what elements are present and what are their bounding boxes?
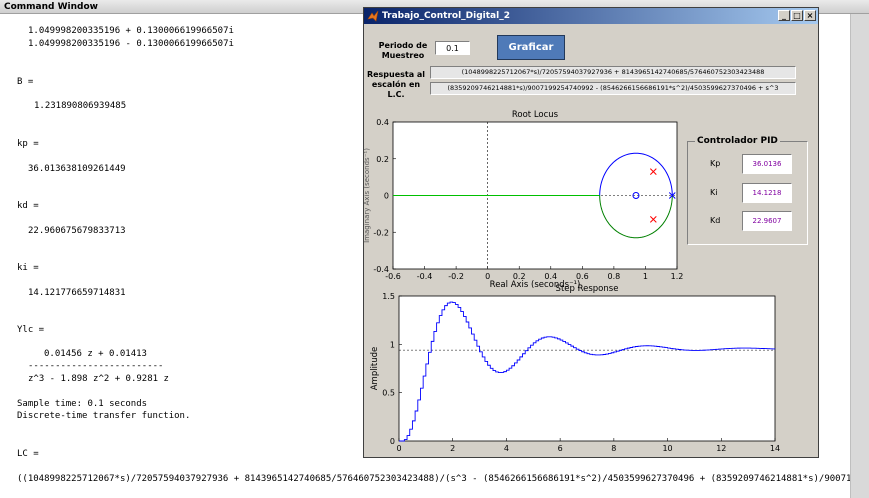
root-locus-x-tick-label: 0: [485, 272, 490, 281]
cmd-var-kd: kd =: [17, 201, 39, 211]
ki-label: Ki: [710, 188, 718, 197]
kp-value-field[interactable]: 36.0136: [742, 154, 792, 174]
step-response-x-tick-label: 6: [558, 444, 563, 453]
step-response-curve: [399, 301, 776, 442]
step-response-x-tick-label: 2: [450, 444, 455, 453]
root-locus-y-tick-label: -0.4: [373, 265, 389, 274]
root-locus-y-tick-label: 0.2: [376, 155, 389, 164]
cmd-root-2: 1.049998200335196 - 0.130006619966507i: [28, 39, 234, 49]
figure-titlebar[interactable]: Trabajo_Control_Digital_2 _ □ ×: [364, 8, 818, 24]
cmd-ylc-denominator: z^3 - 1.898 z^2 + 0.9281 z: [28, 374, 169, 384]
ki-value-field[interactable]: 14.1218: [742, 183, 792, 203]
graficar-button[interactable]: Graficar: [497, 35, 565, 60]
tf-numerator-field: (1048998225712067*s)/72057594037927936 +…: [430, 66, 796, 79]
step-response-x-tick-label: 14: [770, 444, 780, 453]
root-locus-y-tick-label: -0.2: [373, 228, 389, 237]
step-response-x-tick-label: 12: [716, 444, 726, 453]
root-locus-chart: -0.6 -0.4 -0.2 0 0.2 0.4 0.6 0.8 1 1.20.40.20-0.2…: [364, 110, 683, 290]
cmd-val-ki: 14.121776659714831: [28, 288, 126, 298]
cmd-var-lc: LC =: [17, 449, 39, 459]
root-locus-x-tick-label: 0.6: [576, 272, 589, 281]
cmd-val-b: 1.231890806939485: [34, 101, 127, 111]
step-response-y-tick-label: 1: [390, 340, 395, 349]
root-locus-branch-1: [599, 195, 673, 239]
root-locus-zero-marker: [632, 192, 640, 199]
maximize-button[interactable]: □: [791, 10, 803, 21]
plots-canvas: -0.6 -0.4 -0.2 0 0.2 0.4 0.6 0.8 1 1.20.40.20-0.2…: [364, 110, 780, 453]
cmd-ylc-numerator: 0.01456 z + 0.01413: [44, 349, 147, 359]
root-locus-y-tick-label: 0: [384, 192, 389, 201]
step-response-title: Step Response: [556, 284, 619, 294]
root-locus-x-tick-label: 0.8: [608, 272, 621, 281]
root-locus-x-tick-label: 1.2: [671, 272, 684, 281]
figure-window: Trabajo_Control_Digital_2 _ □ × Periodo …: [363, 7, 819, 458]
cmd-var-ylc: Ylc =: [17, 325, 45, 335]
step-response-chart: 0 2 4 6 8 10 12 14 1.5 1 0.5 0 Step Response Amplitud…: [370, 284, 780, 453]
periodo-label: Periodo de Muestreo: [378, 41, 428, 60]
cmd-val-kd: 22.960675679833713: [28, 226, 126, 236]
kp-label: Kp: [710, 159, 721, 168]
figure-title: Trabajo_Control_Digital_2: [382, 11, 510, 21]
step-response-x-tick-label: 10: [662, 444, 672, 453]
root-locus-x-tick-label: -0.2: [448, 272, 464, 281]
root-locus-x-tick-label: -0.6: [385, 272, 401, 281]
periodo-input[interactable]: [435, 41, 470, 55]
matlab-logo-icon: [367, 10, 379, 22]
kd-value-field[interactable]: 22.9607: [742, 211, 792, 231]
cmd-var-kp: kp =: [17, 139, 39, 149]
cmd-discrete-tf: Discrete-time transfer function.: [17, 411, 191, 421]
command-window-scrollbar[interactable]: [850, 14, 869, 498]
cmd-sample-time: Sample time: 0.1 seconds: [17, 399, 148, 409]
root-locus-y-label: Imaginary Axis (seconds⁻¹): [364, 148, 371, 243]
step-response-y-tick-label: 0: [390, 437, 395, 446]
root-locus-x-tick-label: 0.4: [544, 272, 557, 281]
pid-panel-title: Controlador PID: [695, 136, 780, 147]
root-locus-y-tick-label: 0.4: [376, 118, 389, 127]
step-response-y-tick-label: 0.5: [382, 389, 395, 398]
step-response-y-tick-label: 1.5: [382, 292, 395, 301]
root-locus-pole-marker: [649, 168, 657, 175]
respuesta-label: Respuesta al escalón en L.C.: [366, 70, 426, 99]
root-locus-title: Root Locus: [512, 110, 559, 120]
cmd-root-1: 1.049998200335196 + 0.130006619966507i: [28, 26, 234, 36]
step-response-y-label: Amplitude: [370, 347, 380, 391]
cmd-val-lc: ((1048998225712067*s)/72057594037927936 …: [17, 474, 850, 484]
cmd-ylc-divider: -------------------------: [28, 361, 164, 371]
step-response-x-tick-label: 0: [396, 444, 401, 453]
root-locus-open-loop-pole: [668, 192, 676, 199]
root-locus-x-tick-label: 1: [643, 272, 648, 281]
command-window-title: Command Window: [4, 2, 98, 12]
root-locus-x-label: Real Axis (seconds⁻¹): [490, 280, 581, 290]
root-locus-x-tick-label: -0.4: [417, 272, 433, 281]
step-response-x-tick-label: 8: [611, 444, 616, 453]
pid-panel: Controlador PID Kp 36.0136 Ki 14.1218 Kd…: [687, 136, 808, 245]
close-button[interactable]: ×: [804, 10, 816, 21]
cmd-val-kp: 36.013638109261449: [28, 164, 126, 174]
step-response-plot-area: [398, 295, 776, 442]
cmd-var-ki: ki =: [17, 263, 39, 273]
cmd-var-b: B =: [17, 77, 34, 87]
root-locus-pole-marker: [649, 216, 657, 223]
kd-label: Kd: [710, 216, 721, 225]
minimize-button[interactable]: _: [778, 10, 790, 21]
root-locus-x-tick-label: 0.2: [513, 272, 526, 281]
tf-denominator-field: (8359209746214881*s)/9007199254740992 - …: [430, 82, 796, 95]
root-locus-branch-0: [599, 152, 673, 196]
step-response-x-tick-label: 4: [504, 444, 509, 453]
